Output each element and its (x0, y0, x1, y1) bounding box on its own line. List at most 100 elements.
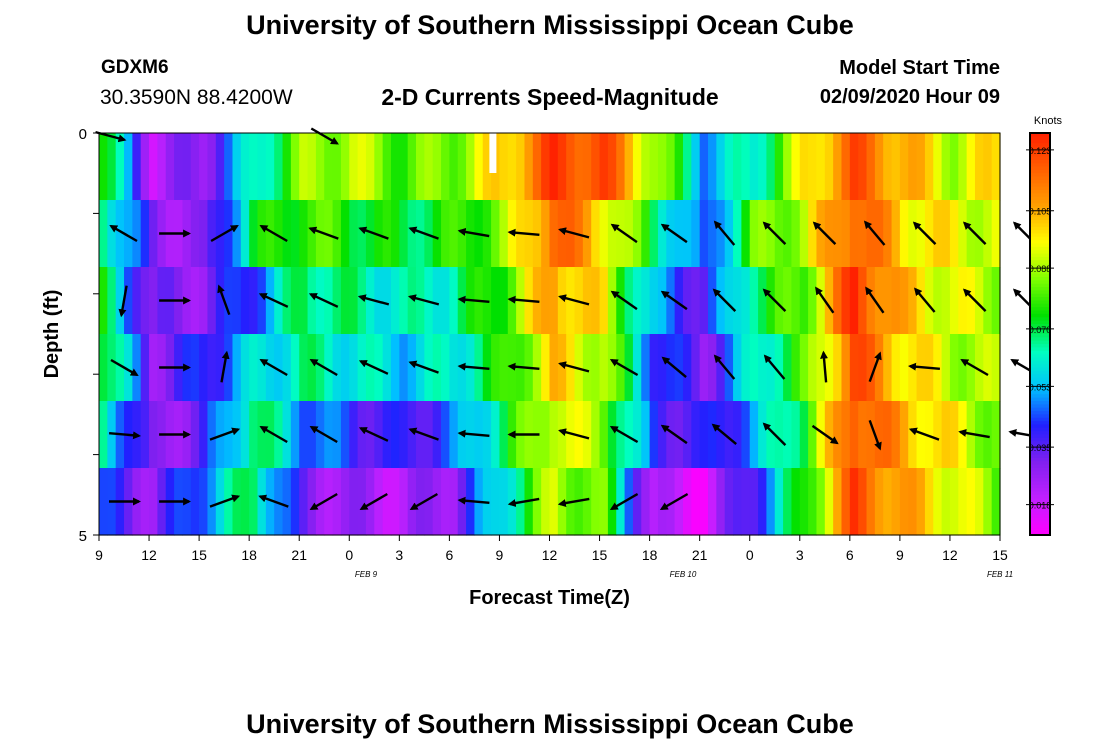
heatmap-cell (758, 133, 767, 201)
heatmap-cell (624, 401, 634, 469)
current-vector-arrow (610, 290, 638, 311)
heatmap-cell (557, 401, 567, 469)
heatmap-cell (974, 200, 984, 268)
heatmap-cell (324, 401, 334, 469)
heatmap-cell (132, 334, 142, 402)
heatmap-cell (382, 468, 392, 536)
heatmap-cell (691, 267, 701, 335)
heatmap-cell (124, 334, 133, 402)
heatmap-cell (357, 334, 367, 402)
heatmap-cell (224, 200, 234, 268)
heatmap-cell (549, 267, 559, 335)
heatmap-cell (733, 401, 742, 469)
heatmap-cell (891, 200, 901, 268)
heatmap-cell (758, 401, 767, 469)
heatmap-cell (340, 468, 350, 536)
heatmap-cell (966, 200, 976, 268)
x-tick-label: 12 (942, 547, 958, 563)
current-vector-arrow (660, 424, 688, 445)
heatmap-cell (207, 334, 217, 402)
heatmap-cell (657, 267, 667, 335)
colorbar-segment (1030, 270, 1050, 275)
heatmap-cell (382, 133, 392, 201)
heatmap-cell (574, 133, 584, 201)
heatmap-cell (99, 267, 108, 335)
colorbar-segment (1030, 210, 1050, 214)
heatmap-cell (941, 267, 951, 335)
heatmap-cell (983, 133, 993, 201)
heatmap-cell (616, 133, 626, 201)
heatmap-cell (899, 401, 909, 469)
heatmap-cell (274, 133, 284, 201)
heatmap-cell (899, 334, 909, 402)
current-vector-arrow (908, 362, 941, 371)
heatmap-cell (674, 468, 684, 536)
colorbar-segment (1030, 344, 1050, 348)
heatmap-cell (866, 334, 876, 402)
heatmap-cell (783, 468, 793, 536)
date-label: FEB 10 (670, 570, 697, 579)
current-vector-arrow (210, 224, 239, 243)
heatmap-cell (849, 267, 859, 335)
heatmap-cell (724, 267, 734, 335)
heatmap-cell (916, 401, 926, 469)
colorbar-segment (1030, 260, 1050, 265)
colorbar-segment (1030, 246, 1050, 251)
heatmap-cell (657, 401, 667, 469)
heatmap-cell (382, 267, 392, 335)
heatmap-cell (407, 267, 417, 335)
colorbar-segment (1030, 334, 1050, 338)
current-vector-arrow (408, 226, 439, 240)
heatmap-cell (983, 267, 993, 335)
heatmap-cell (666, 334, 676, 402)
heatmap-cell (591, 133, 601, 201)
heatmap-cell (974, 267, 984, 335)
colorbar-segment (1030, 528, 1050, 533)
heatmap-cell (666, 200, 676, 268)
heatmap-cell (966, 133, 976, 201)
heatmap-cell (199, 200, 209, 268)
colorbar-tick-label: 0.018 (1029, 501, 1052, 511)
current-vector-arrow (118, 285, 128, 318)
heatmap-cell (657, 133, 667, 201)
heatmap-cell (207, 468, 217, 536)
heatmap-cell (349, 401, 359, 469)
current-vector-arrow (812, 221, 837, 245)
heatmap-cell (833, 468, 843, 536)
heatmap-cell (249, 200, 259, 268)
heatmap-cell (507, 468, 517, 536)
heatmap-cell (682, 133, 692, 201)
heatmap-cell (199, 468, 209, 536)
heatmap-cell (824, 468, 834, 536)
colorbar-tick-label: 0.123 (1029, 146, 1052, 156)
colorbar-segment (1030, 310, 1050, 315)
heatmap-cell (365, 267, 375, 335)
heatmap-cell (816, 334, 826, 402)
current-vector-arrow (958, 429, 990, 439)
model-start-value: 02/09/2020 Hour 09 (819, 86, 1000, 108)
heatmap-cell (249, 133, 259, 201)
heatmap-cell (349, 133, 359, 201)
heatmap-cell (491, 401, 501, 469)
colorbar-segment (1030, 484, 1050, 489)
heatmap-cell (649, 200, 659, 268)
heatmap-cell (424, 133, 434, 201)
heatmap-cell (215, 200, 225, 268)
heatmap-cell (332, 468, 342, 536)
heatmap-cell (657, 468, 667, 536)
colorbar-segment (1030, 478, 1050, 482)
heatmap-cell (307, 133, 317, 201)
colorbar-segment (1030, 434, 1050, 439)
heatmap-cell (674, 334, 684, 402)
heatmap-cell (891, 401, 901, 469)
heatmap-cell (783, 334, 793, 402)
heatmap-cell (799, 401, 809, 469)
heatmap-cell (783, 200, 793, 268)
heatmap-cell (808, 334, 818, 402)
heatmap-cell (833, 133, 843, 201)
heatmap-cell (290, 133, 300, 201)
heatmap-cell (124, 200, 133, 268)
heatmap-cell (733, 267, 742, 335)
heatmap-cell (407, 401, 417, 469)
heatmap-cell (674, 401, 684, 469)
